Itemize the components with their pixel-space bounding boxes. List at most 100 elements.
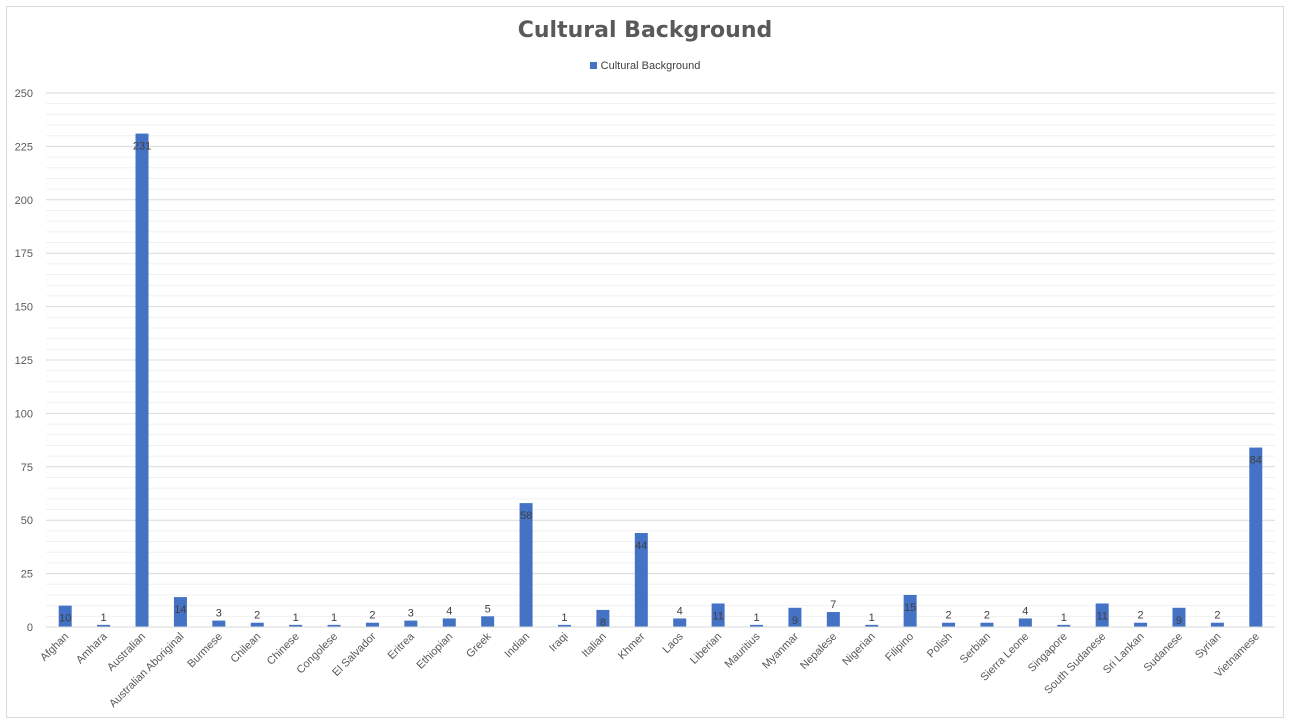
data-label: 1 (561, 612, 567, 624)
y-tick-label: 200 (15, 195, 33, 207)
data-label: 58 (520, 510, 532, 522)
bar (865, 624, 879, 627)
bar (596, 609, 610, 627)
x-tick-label: Sri Lankan (1101, 631, 1147, 677)
data-label: 2 (1138, 610, 1144, 622)
bar (1018, 618, 1032, 627)
data-label: 3 (408, 608, 414, 620)
data-label: 2 (254, 610, 260, 622)
bar (212, 620, 226, 627)
bar (711, 603, 725, 627)
y-tick-label: 25 (21, 569, 33, 581)
legend-swatch (589, 62, 597, 69)
bar (519, 503, 533, 627)
bar (481, 616, 495, 627)
data-label: 7 (830, 599, 836, 611)
data-label: 2 (369, 610, 375, 622)
data-label: 4 (446, 605, 452, 617)
bar (365, 622, 379, 627)
y-tick-label: 100 (15, 408, 33, 420)
data-label: 8 (600, 617, 606, 629)
y-tick-label: 0 (27, 622, 33, 634)
x-tick-label: Myanmar (760, 630, 801, 671)
bar (1210, 622, 1224, 627)
x-tick-label: Syrian (1193, 631, 1224, 662)
data-label: 1 (753, 612, 759, 624)
x-tick-label: Serbian (958, 631, 993, 666)
data-label: 10 (59, 613, 71, 625)
x-tick-label: Chilean (228, 631, 263, 666)
chart-title: Cultural Background (517, 18, 773, 43)
bar (557, 624, 571, 627)
bar (442, 618, 456, 627)
y-tick-label: 75 (21, 462, 33, 474)
data-label: 2 (1214, 610, 1220, 622)
data-label: 1 (1061, 612, 1067, 624)
x-tick-label: Khmer (616, 630, 648, 662)
bar (673, 618, 687, 627)
data-label: 1 (331, 612, 337, 624)
x-tick-label: Burmese (185, 631, 225, 671)
bar (289, 624, 303, 627)
x-tick-label: Italian (580, 631, 609, 660)
data-label: 231 (133, 141, 151, 153)
data-label: 9 (792, 615, 798, 627)
y-tick-label: 125 (15, 355, 33, 367)
bar (634, 533, 648, 627)
data-label: 4 (677, 605, 683, 617)
bar (942, 622, 956, 627)
bar (404, 620, 418, 627)
bar (1095, 603, 1109, 627)
y-tick-label: 175 (15, 248, 33, 260)
bar (1134, 622, 1148, 627)
data-label: 14 (174, 604, 186, 616)
bar (788, 607, 802, 627)
data-label: 4 (1022, 605, 1028, 617)
data-label: 1 (293, 612, 299, 624)
bar (58, 605, 72, 627)
bar (1172, 607, 1186, 627)
x-tick-label: Afghan (38, 631, 71, 664)
x-tick-label: Sudanese (1142, 631, 1186, 675)
x-tick-label: Ethiopian (414, 631, 455, 672)
bar (327, 624, 341, 627)
x-tick-label: Mauritius (723, 630, 763, 670)
legend: Cultural Background (0, 60, 1290, 72)
bar (250, 622, 264, 627)
data-label: 15 (904, 602, 916, 614)
legend-label: Cultural Background (600, 60, 701, 72)
x-tick-label: Indian (503, 631, 533, 661)
x-tick-label: Laos (660, 630, 686, 656)
data-label: 84 (1250, 455, 1262, 467)
data-label: 5 (485, 603, 491, 615)
y-tick-label: 250 (15, 88, 33, 100)
x-tick-label: Nigerian (840, 631, 877, 668)
bar (97, 624, 111, 627)
x-tick-label: Polish (925, 631, 955, 661)
data-label: 44 (635, 540, 647, 552)
y-tick-label: 225 (15, 141, 33, 153)
bar (173, 597, 187, 627)
data-label: 1 (869, 612, 875, 624)
bar (903, 594, 917, 627)
x-tick-label: Iraqi (547, 631, 571, 655)
x-tick-label: Eritrea (386, 630, 418, 662)
x-tick-label: Liberian (688, 631, 724, 667)
data-label: 11 (712, 611, 723, 623)
y-tick-label: 50 (21, 515, 33, 527)
data-label: 9 (1176, 615, 1182, 627)
y-tick-label: 150 (15, 302, 33, 314)
bar (135, 133, 149, 628)
x-tick-label: Nepalese (798, 631, 839, 672)
bar (1249, 447, 1263, 627)
bar (826, 612, 840, 627)
bar (750, 624, 764, 627)
data-label: 3 (216, 608, 222, 620)
data-label: 2 (984, 610, 990, 622)
x-tick-label: Chinese (265, 631, 302, 668)
x-tick-label: Filipino (883, 631, 916, 664)
data-label: 1 (101, 612, 107, 624)
x-tick-label: Greek (464, 630, 494, 660)
x-tick-label: Australian Aboriginal (107, 631, 186, 710)
